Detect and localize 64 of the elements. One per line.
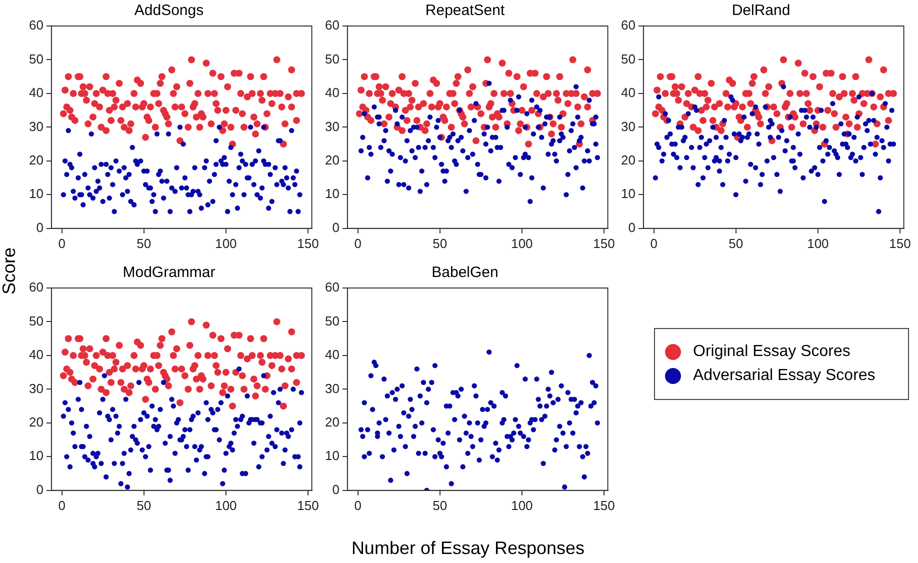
chart-title: AddSongs	[134, 2, 204, 20]
x-tick-label: 100	[511, 236, 533, 251]
y-tick-label: 0	[36, 220, 44, 235]
y-tick-label: 0	[36, 482, 44, 497]
y-tick-label: 30	[620, 118, 636, 134]
y-tick-label: 20	[28, 414, 44, 430]
y-tick-label: 50	[28, 313, 44, 328]
y-axis-title: Score	[0, 246, 20, 296]
legend-label: Original Essay Scores	[693, 343, 850, 361]
x-tick-label: 0	[58, 498, 66, 513]
y-tick-label: 60	[324, 280, 340, 295]
y-tick-label: 30	[28, 118, 44, 134]
x-tick-label: 100	[215, 236, 237, 251]
x-tick-label: 0	[354, 498, 362, 513]
y-tick-label: 60	[620, 18, 636, 33]
y-tick-label: 0	[332, 482, 340, 497]
x-tick-label: 0	[650, 236, 658, 251]
x-tick-label: 150	[593, 236, 615, 251]
y-tick-label: 30	[28, 380, 44, 396]
y-tick-label: 10	[28, 186, 44, 202]
y-tick-label: 30	[324, 380, 340, 396]
legend-label: Adversarial Essay Scores	[693, 367, 876, 385]
y-tick-label: 60	[28, 18, 44, 33]
x-tick-label: 150	[297, 498, 319, 513]
y-tick-label: 0	[332, 220, 340, 235]
x-tick-label: 50	[728, 236, 744, 251]
y-tick-label: 30	[324, 118, 340, 134]
y-tick-label: 50	[324, 51, 340, 66]
y-tick-label: 60	[324, 18, 340, 33]
x-tick-label: 100	[511, 498, 533, 513]
y-tick-label: 10	[324, 186, 340, 202]
y-tick-label: 50	[620, 51, 636, 66]
y-tick-label: 20	[28, 152, 44, 168]
x-tick-label: 150	[593, 498, 615, 513]
chart-title: DelRand	[732, 2, 790, 20]
x-tick-label: 50	[136, 236, 152, 251]
x-tick-label: 100	[807, 236, 829, 251]
y-tick-label: 40	[620, 85, 636, 100]
y-tick-label: 20	[324, 414, 340, 430]
x-tick-label: 50	[432, 498, 448, 513]
y-tick-label: 10	[620, 186, 636, 202]
x-tick-label: 150	[297, 236, 319, 251]
chart-title: RepeatSent	[425, 2, 506, 20]
y-tick-label: 10	[28, 448, 44, 464]
y-tick-label: 60	[28, 280, 44, 295]
chart-title: BabelGen	[432, 264, 498, 282]
y-tick-label: 40	[28, 85, 44, 100]
y-tick-label: 40	[324, 347, 340, 362]
x-tick-label: 150	[889, 236, 911, 251]
x-tick-label: 0	[58, 236, 66, 251]
y-tick-label: 0	[628, 220, 636, 235]
x-tick-label: 50	[432, 236, 448, 251]
y-tick-label: 50	[324, 313, 340, 328]
chart-title: ModGrammar	[122, 264, 216, 282]
x-axis-title: Number of Essay Responses	[350, 538, 586, 559]
x-tick-label: 100	[215, 498, 237, 513]
y-tick-label: 40	[28, 347, 44, 362]
y-tick-label: 20	[620, 152, 636, 168]
x-tick-label: 50	[136, 498, 152, 513]
x-tick-label: 0	[354, 236, 362, 251]
y-tick-label: 40	[324, 85, 340, 100]
y-tick-label: 20	[324, 152, 340, 168]
y-tick-label: 50	[28, 51, 44, 66]
y-tick-label: 10	[324, 448, 340, 464]
